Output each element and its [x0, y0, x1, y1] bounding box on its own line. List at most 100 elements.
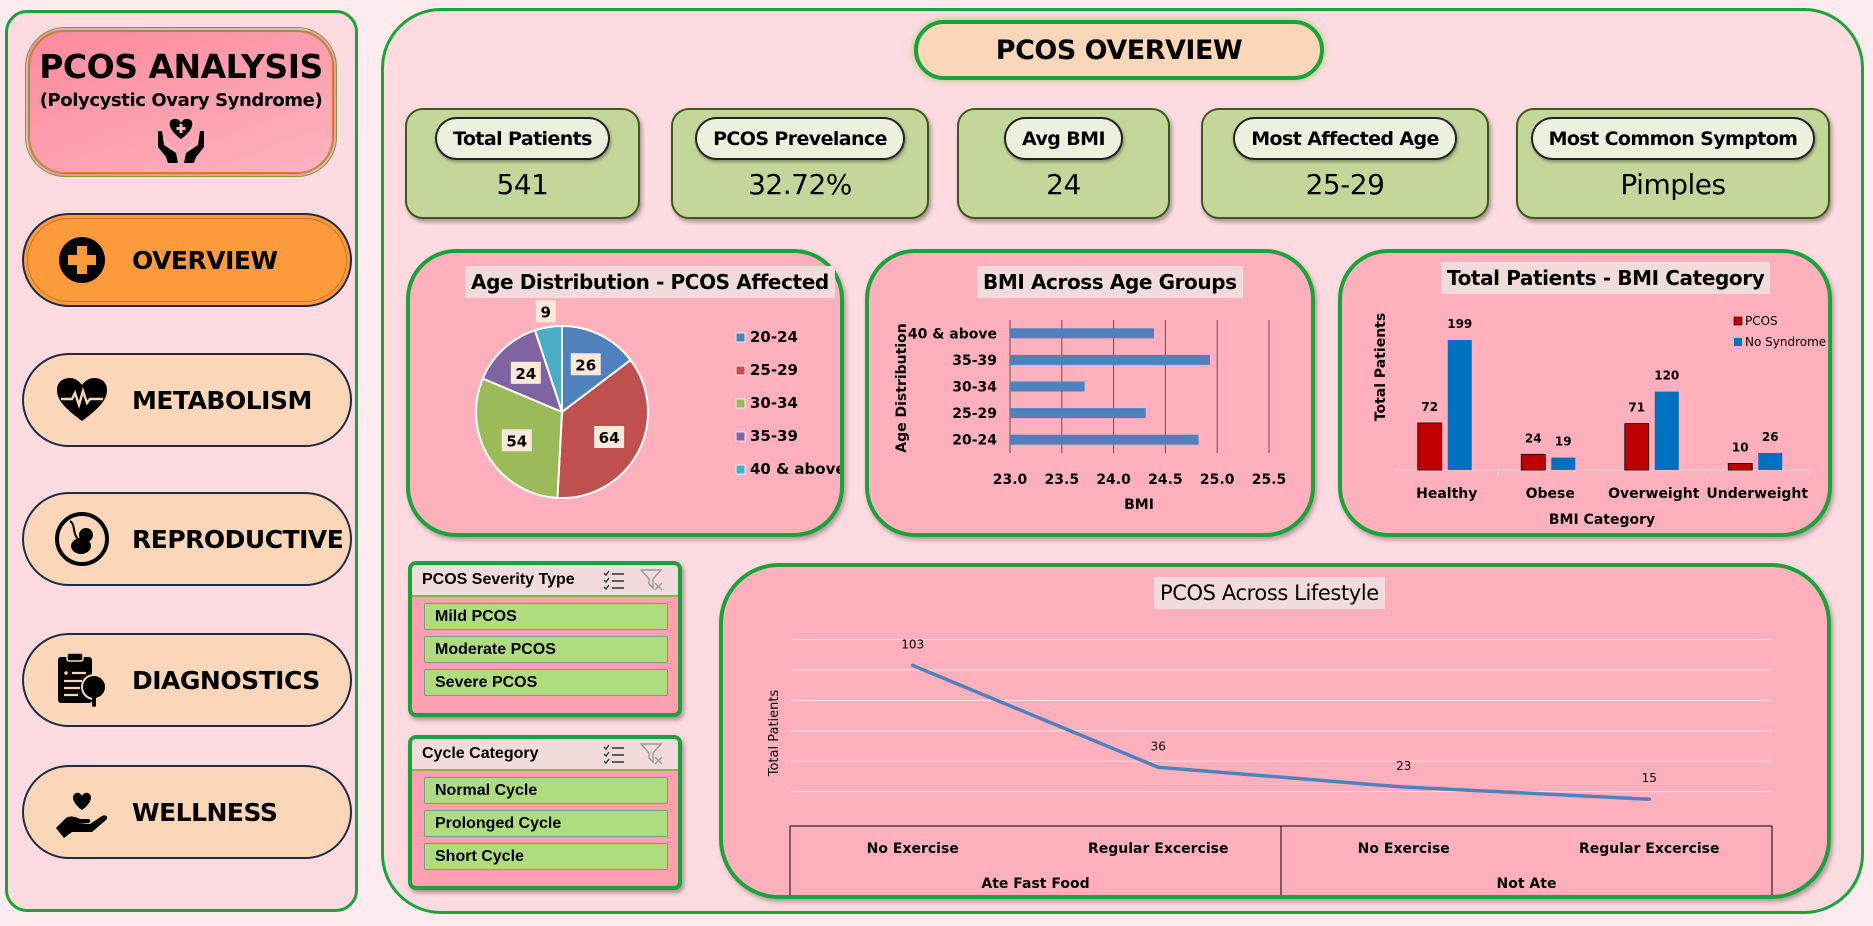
bmi-age-card: BMI Across Age Groups 23.0 23.5 24.0 24.5 25… — [865, 249, 1315, 537]
x-tick-label: 25.5 — [1252, 472, 1287, 488]
pie-chart: 26 64 54 24 9 20-24 25-29 30-34 35-39 40 & above — [475, 300, 840, 499]
multi-select-icon[interactable] — [602, 568, 626, 592]
page-title: PCOS OVERVIEW — [914, 20, 1324, 80]
legend-label: PCOS — [1745, 314, 1778, 328]
x-tick-label: 23.0 — [993, 472, 1028, 488]
kpi-most-common-symptom: Most Common Symptom Pimples — [1516, 108, 1830, 219]
slicer-item[interactable]: Normal Cycle — [424, 777, 668, 804]
heart-hands-care-icon — [154, 117, 208, 165]
nav-label: OVERVIEW — [132, 245, 278, 275]
legend-swatch — [735, 332, 746, 343]
heart-in-hand-icon — [54, 784, 110, 840]
kpi-label: Most Affected Age — [1233, 117, 1457, 160]
legend-swatch — [735, 398, 746, 409]
fetus-icon — [54, 511, 110, 567]
x-tick-label: Regular Excercise — [1579, 841, 1720, 857]
multi-select-icon[interactable] — [602, 742, 626, 766]
legend-swatch — [735, 431, 746, 442]
bar — [1624, 423, 1650, 471]
kpi-value: 24 — [1046, 168, 1081, 201]
legend-label: 25-29 — [750, 361, 798, 379]
chart-title: BMI Across Age Groups — [977, 266, 1243, 298]
y-axis-title: Age Distribution — [894, 323, 910, 452]
x-tick-label: Underweight — [1706, 486, 1808, 502]
chart-title: PCOS Across Lifestyle — [1154, 577, 1385, 609]
data-label: 10 — [1732, 440, 1749, 454]
data-label-bg — [501, 429, 532, 452]
x-group-label: Not Ate — [1497, 876, 1557, 892]
data-point — [911, 663, 915, 667]
slicer-item[interactable]: Mild PCOS — [424, 603, 668, 630]
brand-title: PCOS ANALYSIS — [39, 47, 323, 86]
slicer-item[interactable]: Prolonged Cycle — [424, 810, 668, 837]
bar — [1010, 354, 1210, 365]
bar — [1010, 408, 1146, 419]
x-axis-title: BMI Category — [1549, 512, 1655, 528]
slicer-item[interactable]: Short Cycle — [424, 843, 668, 870]
bmi-category-card: Total Patients - BMI Category 72 199 Healt… — [1338, 249, 1832, 537]
clear-filter-icon[interactable] — [640, 568, 664, 592]
x-tick-label: 23.5 — [1045, 472, 1080, 488]
bar — [1010, 381, 1085, 392]
nav-diagnostics-button[interactable]: DIAGNOSTICS — [22, 633, 352, 727]
slicer-header: PCOS Severity Type — [412, 565, 678, 597]
bmi-bar-chart: 23.0 23.5 24.0 24.5 25.0 25.5 20-24 25-29 30-34 3… — [894, 320, 1287, 513]
legend-swatch — [735, 365, 746, 376]
y-tick-label: 35-39 — [952, 353, 997, 369]
slicer-cycle-category: Cycle Category Normal Cycle Prolonged Cy… — [408, 735, 682, 890]
kpi-value: Pimples — [1620, 168, 1726, 201]
x-tick-label: No Exercise — [867, 841, 959, 857]
kpi-value: 25-29 — [1305, 168, 1385, 201]
kpi-label: PCOS Prevelance — [695, 117, 905, 160]
slicer-title: PCOS Severity Type — [422, 571, 575, 588]
data-label: 24 — [1525, 431, 1542, 445]
data-label: 26 — [575, 356, 596, 374]
slicer-item[interactable]: Moderate PCOS — [424, 636, 668, 663]
data-point — [1647, 797, 1651, 801]
slicer-pcos-severity: PCOS Severity Type Mild PCOS Moderate PC… — [408, 561, 682, 717]
data-label: 23 — [1396, 759, 1411, 773]
pie-slice — [533, 324, 563, 413]
lifestyle-line-chart: 103 36 23 15 No Exercise Regular Excercise No … — [767, 637, 1773, 895]
x-tick-label: Overweight — [1608, 486, 1700, 502]
data-label-bg — [535, 300, 556, 323]
bar — [1010, 328, 1155, 339]
series-line — [911, 663, 1651, 801]
x-axis-title: BMI — [1124, 497, 1154, 513]
data-label-bg — [510, 361, 541, 384]
nav-reproductive-button[interactable]: REPRODUCTIVE — [22, 492, 352, 586]
kpi-label: Total Patients — [435, 117, 610, 160]
data-label: 9 — [541, 303, 551, 321]
bar — [1758, 453, 1783, 470]
legend-label: 40 & above — [750, 460, 840, 478]
data-label: 103 — [901, 637, 924, 651]
nav-overview-button[interactable]: OVERVIEW — [22, 213, 352, 307]
kpi-label: Avg BMI — [1004, 117, 1123, 160]
legend-label: 35-39 — [750, 427, 798, 445]
data-label: 24 — [515, 365, 536, 383]
bar — [1447, 340, 1472, 470]
data-label: 120 — [1654, 369, 1679, 383]
slicer-item[interactable]: Severe PCOS — [424, 669, 668, 696]
data-label: 199 — [1447, 317, 1472, 331]
data-label: 64 — [599, 429, 620, 447]
y-tick-label: 20-24 — [952, 433, 997, 449]
x-tick-label: Healthy — [1416, 486, 1477, 502]
slicer-header: Cycle Category — [412, 739, 678, 771]
y-axis-title: Total Patients — [1373, 313, 1389, 421]
y-tick-label: 30-34 — [952, 380, 997, 396]
bmi-category-chart: 72 199 Healthy 24 19 Obese 71 120 Overweight 10 26… — [1373, 313, 1826, 528]
clear-filter-icon[interactable] — [640, 742, 664, 766]
bar — [1551, 457, 1576, 470]
nav-metabolism-button[interactable]: METABOLISM — [22, 353, 352, 447]
medical-cross-icon — [54, 232, 110, 288]
nav-label: DIAGNOSTICS — [132, 665, 320, 695]
age-distribution-card: Age Distribution - PCOS Affected 26 64 54 2… — [406, 249, 844, 537]
y-tick-label: 40 & above — [908, 326, 997, 342]
nav-wellness-button[interactable]: WELLNESS — [22, 765, 352, 859]
y-axis-title: Total Patients — [767, 690, 782, 778]
data-label-bg — [594, 426, 625, 449]
x-tick-label: No Exercise — [1358, 841, 1450, 857]
x-tick-label: 25.0 — [1200, 472, 1235, 488]
data-point — [1156, 765, 1160, 769]
